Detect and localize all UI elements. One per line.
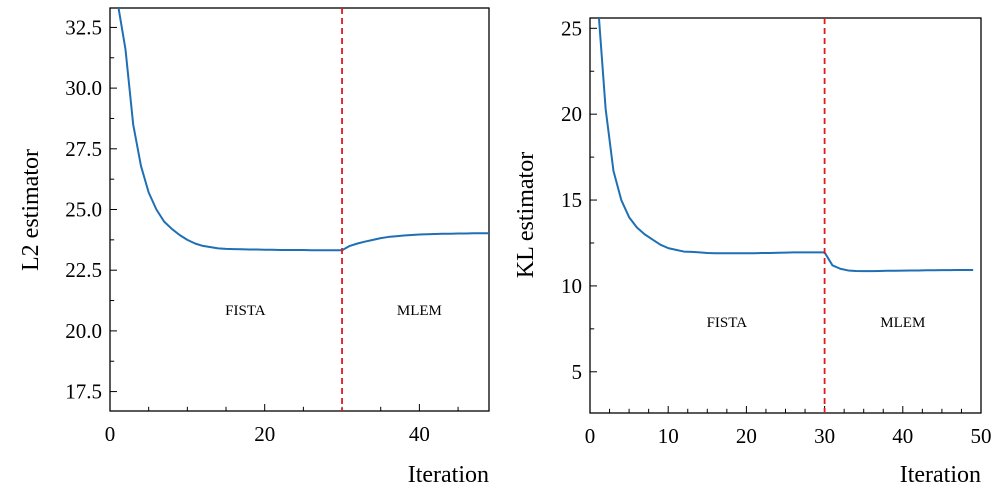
annotation-mlem: MLEM (880, 315, 925, 331)
annotation-fista: FISTA (707, 315, 748, 331)
series-line-1 (117, 8, 489, 252)
y-tick-label: 20.0 (65, 319, 102, 343)
chart-panel-1: 17.5 20.0 22.5 25.0 27.5 30.0 32.5 0 20 40 Iterati… (18, 7, 490, 488)
x-tick-label: 20 (736, 424, 757, 448)
x-tick-label: 50 (971, 424, 992, 448)
x-tick-label: 40 (892, 424, 913, 448)
annotation-fista: FISTA (225, 303, 266, 319)
y-axis-label: L2 estimator (18, 149, 44, 271)
x-tick-label: 10 (658, 424, 679, 448)
y-tick-label: 15 (561, 188, 582, 212)
x-tick-label: 30 (814, 424, 835, 448)
annotation-mlem: MLEM (397, 303, 442, 319)
x-tick-label: 20 (254, 422, 275, 446)
y-tick-label: 30.0 (65, 76, 102, 100)
chart-panel-2: 5 10 15 20 25 0 10 20 30 40 50 Iteration KL estimato… (513, 16, 992, 488)
plot-frame (589, 17, 982, 414)
y-axis-label: KL estimator (513, 152, 539, 278)
series-line-1 (597, 18, 974, 273)
y-tick-label: 32.5 (65, 15, 102, 39)
y-tick-label: 10 (561, 274, 582, 298)
y-tick-label: 25.0 (65, 198, 102, 222)
y-tick-label: 22.5 (65, 258, 102, 282)
y-tick-label: 17.5 (65, 380, 102, 404)
x-tick-label: 40 (409, 422, 430, 446)
plot-frame (109, 7, 490, 412)
y-tick-label: 27.5 (65, 137, 102, 161)
x-axis-label: Iteration (900, 462, 981, 488)
x-axis-label: Iteration (408, 462, 489, 488)
y-tick-label: 5 (572, 360, 583, 384)
x-tick-label: 0 (585, 424, 596, 448)
y-tick-label: 25 (561, 16, 582, 40)
y-tick-label: 20 (561, 102, 582, 126)
x-tick-label: 0 (105, 422, 116, 446)
